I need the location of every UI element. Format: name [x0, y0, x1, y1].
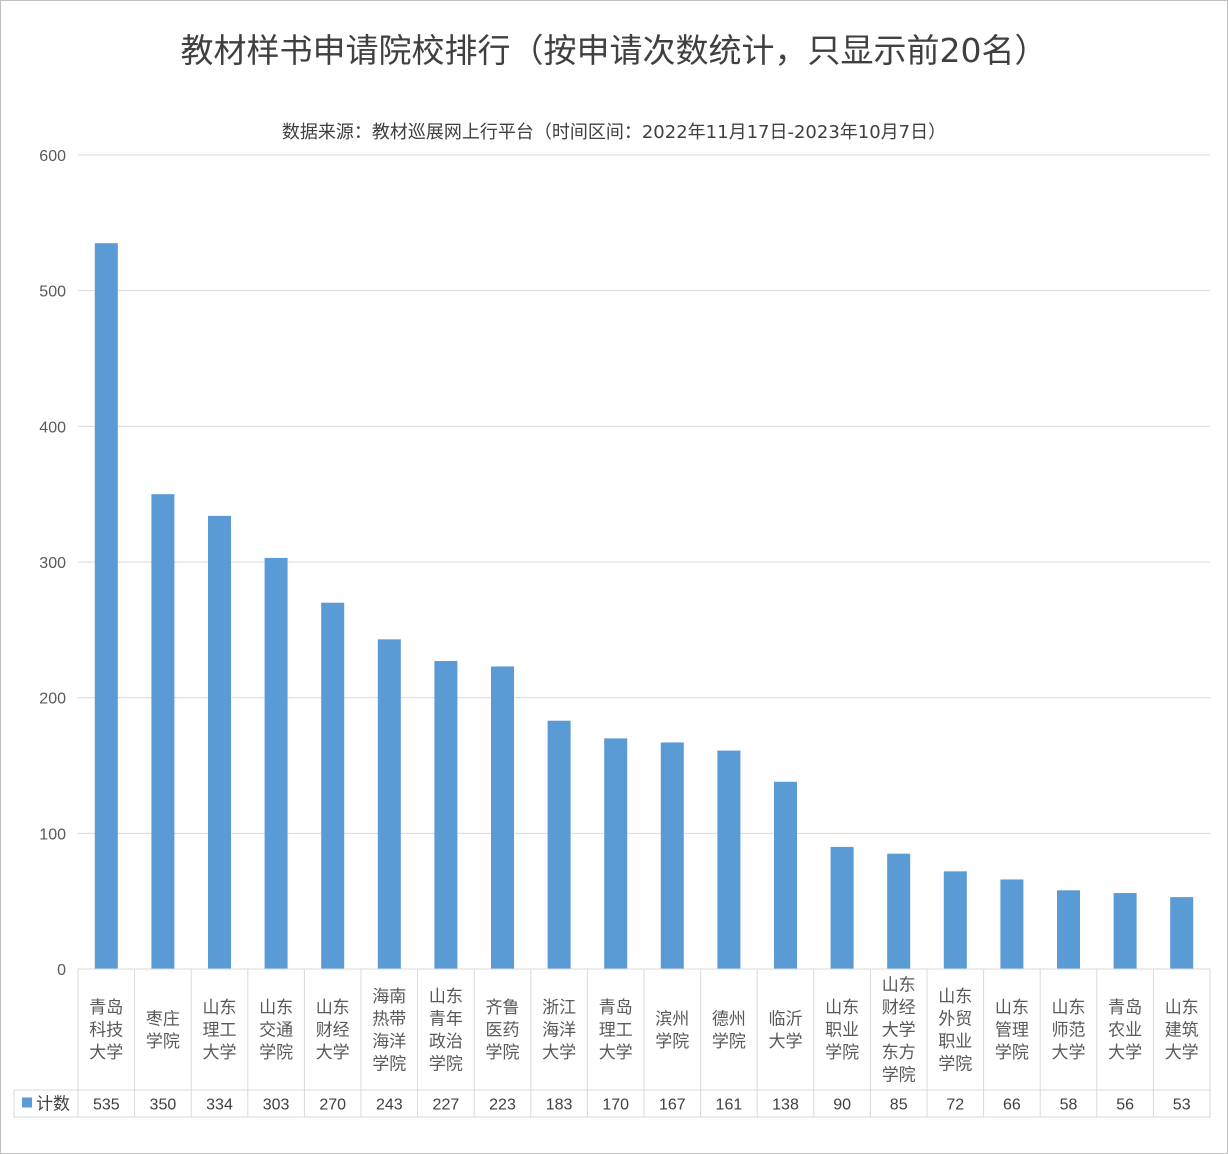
x-category-label: 浙江海洋大学 — [542, 998, 576, 1063]
x-category-label: 山东建筑大学 — [1165, 998, 1199, 1063]
y-tick-label: 500 — [39, 284, 66, 301]
legend-swatch — [22, 1097, 32, 1108]
legend-label: 计数 — [36, 1095, 70, 1115]
bar — [774, 781, 797, 969]
bar — [1170, 897, 1194, 969]
x-category-label: 山东财经大学东方学院 — [882, 976, 916, 1086]
bar — [830, 846, 854, 969]
data-table-value: 183 — [546, 1097, 573, 1114]
data-table-value: 161 — [716, 1097, 743, 1114]
data-table-value: 170 — [602, 1097, 629, 1114]
x-category-label: 山东师范大学 — [1052, 998, 1086, 1063]
data-table-value: 350 — [150, 1097, 177, 1114]
bar — [151, 494, 175, 969]
x-category-label: 山东青年政治学院 — [429, 987, 463, 1075]
x-category-label: 海南热带海洋学院 — [372, 987, 406, 1075]
data-table-value: 56 — [1116, 1097, 1134, 1114]
bar — [1057, 890, 1080, 969]
data-table-value: 53 — [1173, 1097, 1191, 1114]
x-category-label: 青岛农业大学 — [1108, 998, 1142, 1063]
bar — [547, 720, 571, 969]
x-category-label: 山东外贸职业学院 — [938, 987, 972, 1075]
data-table-value: 90 — [833, 1097, 851, 1114]
x-category-label: 齐鲁医药学院 — [486, 998, 520, 1063]
x-category-label: 枣庄学院 — [146, 1009, 180, 1052]
data-table-value: 227 — [433, 1097, 460, 1114]
bar — [660, 742, 684, 969]
bar — [717, 750, 741, 969]
y-tick-label: 300 — [39, 555, 66, 572]
chart-subtitle: 数据来源：教材巡展网上行平台（时间区间：2022年11月17日-2023年10月… — [281, 122, 947, 143]
bar — [321, 602, 345, 969]
bar — [887, 853, 911, 969]
x-category-label: 山东管理学院 — [995, 998, 1029, 1063]
data-table-value: 535 — [93, 1097, 120, 1114]
data-table-value: 167 — [659, 1097, 686, 1114]
data-table-value: 303 — [263, 1097, 290, 1114]
y-tick-label: 200 — [39, 691, 66, 708]
data-table-value: 58 — [1060, 1097, 1078, 1114]
bar — [604, 738, 628, 969]
x-category-label: 滨州学院 — [655, 1009, 689, 1052]
data-table-value: 66 — [1003, 1097, 1021, 1114]
x-category-label: 山东财经大学 — [316, 998, 350, 1063]
chart-title: 教材样书申请院校排行（按申请次数统计，只显示前20名） — [180, 31, 1048, 70]
data-table-value: 270 — [319, 1097, 346, 1114]
bar — [264, 557, 288, 969]
data-table-value: 223 — [489, 1097, 516, 1114]
x-category-label: 青岛科技大学 — [89, 998, 123, 1063]
y-tick-label: 0 — [57, 962, 66, 979]
bar — [943, 871, 967, 969]
data-table-value: 72 — [946, 1097, 964, 1114]
x-category-label: 临沂大学 — [769, 1009, 803, 1052]
bar — [208, 515, 231, 969]
bar — [1000, 879, 1024, 969]
data-table-value: 85 — [890, 1097, 908, 1114]
x-category-label: 山东交通学院 — [259, 998, 293, 1063]
x-category-label: 青岛理工大学 — [599, 998, 633, 1063]
bar — [491, 666, 514, 969]
data-table-value: 334 — [206, 1097, 233, 1114]
y-tick-label: 100 — [39, 826, 66, 843]
y-tick-label: 400 — [39, 419, 66, 436]
bar — [1113, 893, 1137, 969]
x-category-label: 德州学院 — [712, 1009, 746, 1052]
bar — [94, 243, 118, 969]
bar — [377, 639, 401, 969]
x-category-label: 山东职业学院 — [825, 998, 859, 1063]
bar — [434, 661, 458, 969]
data-table-value: 243 — [376, 1097, 403, 1114]
data-table-value: 138 — [772, 1097, 799, 1114]
x-category-label: 山东理工大学 — [203, 998, 237, 1063]
y-tick-label: 600 — [39, 148, 66, 165]
